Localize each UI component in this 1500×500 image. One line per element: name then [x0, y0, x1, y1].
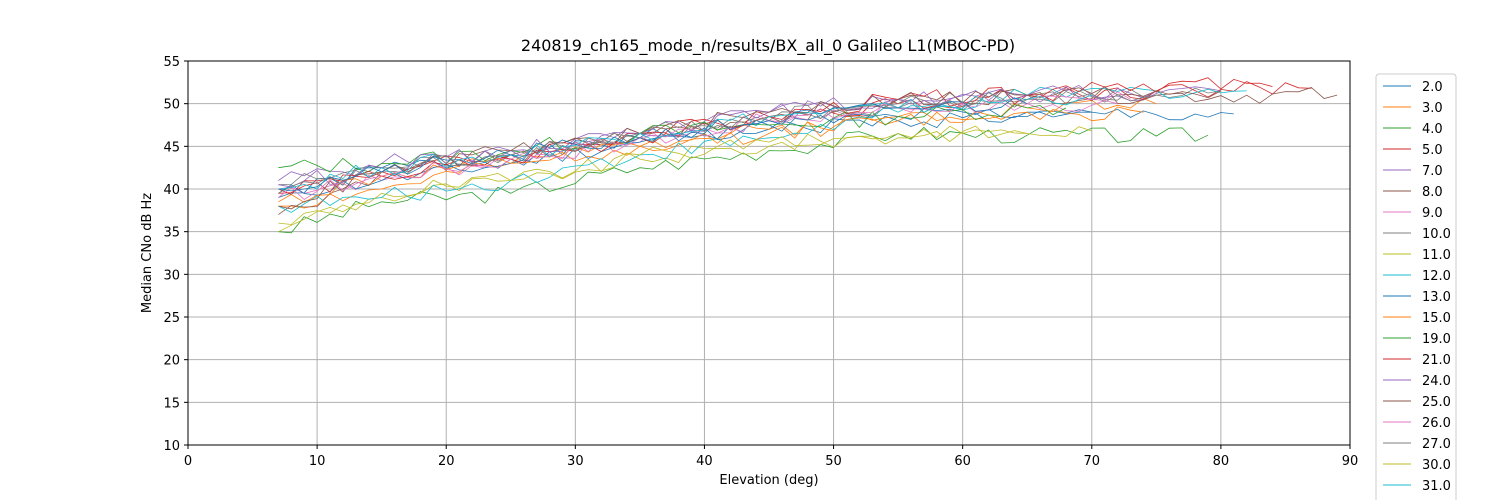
legend-entry: 8.0	[1422, 185, 1443, 200]
chart-title: 240819_ch165_mode_n/results/BX_all_0 Gal…	[521, 36, 1015, 56]
legend-entry: 15.0	[1422, 311, 1451, 326]
legend-entry: 13.0	[1422, 290, 1451, 305]
series-line-30.0	[278, 125, 1028, 233]
series-line-3.0	[278, 97, 1157, 209]
legend-entry: 12.0	[1422, 269, 1451, 284]
y-tick-label: 25	[163, 311, 180, 326]
legend-entry: 31.0	[1422, 479, 1451, 494]
legend-entry: 25.0	[1422, 395, 1451, 410]
legend-entry: 9.0	[1422, 206, 1443, 221]
x-tick-label: 70	[1084, 454, 1101, 469]
axis-ticks: 0 10 20 30 40 50 60 70 80 90 10 15 20 25 30 35 40 45 50 55	[163, 55, 1358, 469]
x-tick-label: 30	[567, 454, 584, 469]
x-tick-label: 60	[954, 454, 971, 469]
y-tick-label: 40	[163, 183, 180, 198]
series-line-24.0	[278, 84, 1157, 188]
series-lines	[278, 77, 1338, 234]
legend-entry: 4.0	[1422, 122, 1443, 137]
grid	[187, 60, 1351, 446]
legend: 2.0 3.0 4.0 5.0 7.0 8.0 9.0 10.0 11.0 12.0 13.0 15.…	[1375, 73, 1457, 500]
legend-entry: 3.0	[1422, 101, 1443, 116]
legend-entry: 2.0	[1422, 80, 1443, 95]
y-tick-label: 20	[163, 354, 180, 369]
x-tick-label: 50	[825, 454, 842, 469]
x-tick-label: 90	[1342, 454, 1359, 469]
legend-entry: 10.0	[1422, 227, 1451, 242]
plot-frame	[187, 60, 1351, 446]
legend-entry: 7.0	[1422, 164, 1443, 179]
series-line-33.0	[278, 97, 1028, 192]
series-line-31.0	[278, 94, 1092, 190]
x-tick-label: 10	[309, 454, 326, 469]
series-line-25.0	[278, 86, 1222, 210]
y-tick-label: 55	[163, 55, 180, 70]
legend-entry: 24.0	[1422, 374, 1451, 389]
legend-box	[1375, 73, 1457, 500]
series-line-7.0	[278, 86, 1221, 181]
series-line-4.0	[278, 126, 1209, 234]
y-axis-label: Median CNo dB Hz	[140, 193, 155, 313]
legend-entry: 21.0	[1422, 353, 1451, 368]
y-tick-label: 10	[163, 439, 180, 454]
y-tick-label: 45	[163, 140, 180, 155]
series-line-19.0	[278, 104, 1067, 173]
x-tick-label: 40	[696, 454, 713, 469]
series-line-12.0	[278, 86, 1247, 213]
x-tick-label: 20	[438, 454, 455, 469]
legend-entry: 11.0	[1422, 248, 1451, 263]
y-tick-label: 35	[163, 226, 180, 241]
y-tick-label: 15	[163, 396, 180, 411]
legend-entry: 26.0	[1422, 416, 1451, 431]
x-tick-label: 0	[184, 454, 192, 469]
x-axis-label: Elevation (deg)	[719, 473, 818, 488]
y-tick-label: 30	[163, 268, 180, 283]
legend-entry: 19.0	[1422, 332, 1451, 347]
series-line-13.0	[278, 108, 1092, 196]
series-line-21.0	[278, 77, 1273, 194]
y-tick-label: 50	[163, 98, 180, 113]
x-tick-label: 80	[1213, 454, 1230, 469]
legend-entry: 27.0	[1422, 437, 1451, 452]
legend-entry: 5.0	[1422, 143, 1443, 158]
series-line-27.0	[278, 91, 1157, 194]
legend-entry: 30.0	[1422, 458, 1451, 473]
